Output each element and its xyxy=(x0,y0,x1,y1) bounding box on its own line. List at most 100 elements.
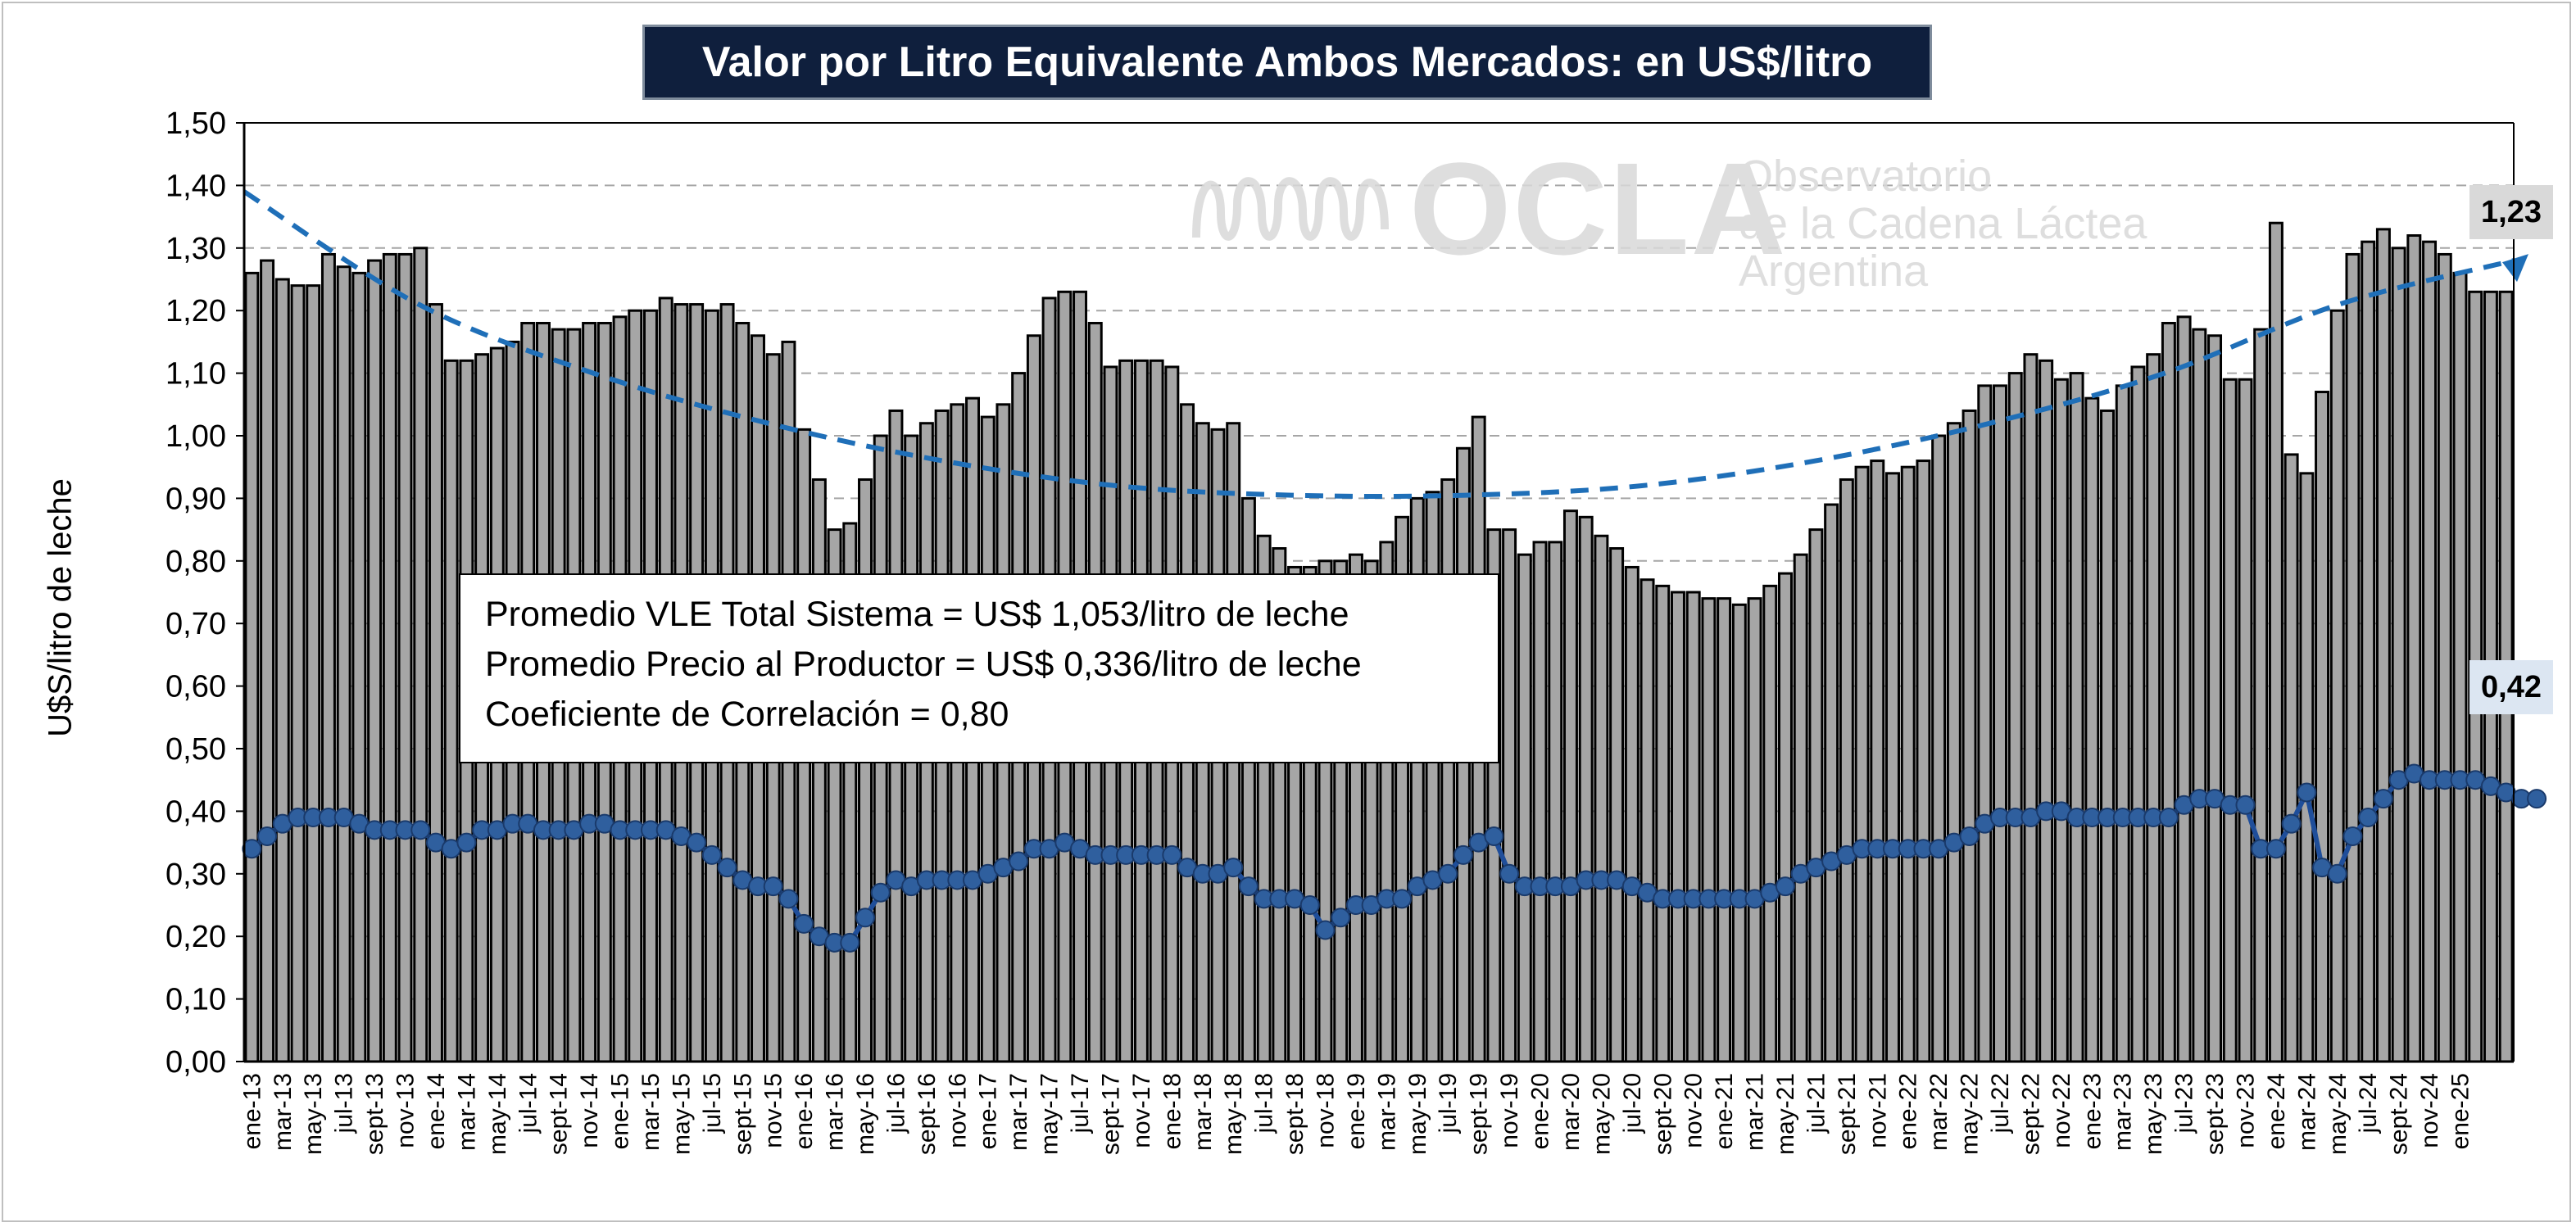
vle-bar xyxy=(367,259,383,1063)
producer-price-point xyxy=(855,908,876,928)
y-tick-label: 0,00 xyxy=(166,1045,226,1080)
vle-bar xyxy=(1946,422,1961,1063)
vle-bar xyxy=(1824,503,1839,1063)
ocla-logo-icon xyxy=(1192,177,1389,241)
vle-bar xyxy=(1502,528,1517,1063)
vle-bar xyxy=(2299,472,2315,1063)
x-tick-label: nov-24 xyxy=(2416,1073,2443,1148)
x-tick-label: ene-13 xyxy=(238,1073,265,1149)
vle-bar xyxy=(2238,378,2253,1063)
x-tick-label: may-15 xyxy=(668,1073,695,1155)
x-tick-label: mar-18 xyxy=(1190,1073,1217,1151)
x-tick-label: nov-21 xyxy=(1864,1073,1891,1148)
x-tick-label: mar-16 xyxy=(822,1073,849,1151)
vle-bar xyxy=(2084,396,2100,1063)
x-tick-label: jul-21 xyxy=(1803,1073,1830,1134)
vle-bar xyxy=(2039,359,2054,1063)
x-tick-label: jul-23 xyxy=(2171,1073,2198,1134)
vle-bar xyxy=(2130,365,2146,1063)
y-tick-label: 0,70 xyxy=(166,607,226,641)
vle-bar xyxy=(1731,603,1747,1063)
stats-line-vle: Promedio VLE Total Sistema = US$ 1,053/l… xyxy=(485,595,1349,634)
producer-price-point xyxy=(1223,858,1244,878)
y-tick-label: 0,10 xyxy=(166,983,226,1017)
y-tick-label: 1,40 xyxy=(166,169,226,203)
vle-bar xyxy=(2253,328,2269,1063)
x-tick-label: mar-21 xyxy=(1742,1073,1769,1151)
producer-price-point xyxy=(2235,795,2256,815)
producer-price-point xyxy=(1331,908,1351,928)
stats-box: Promedio VLE Total Sistema = US$ 1,053/l… xyxy=(459,573,1499,763)
vle-bar xyxy=(1609,547,1625,1063)
producer-price-point xyxy=(1775,876,1795,897)
x-tick-label: ene-18 xyxy=(1159,1073,1186,1149)
x-tick-label: mar-13 xyxy=(270,1073,297,1151)
x-tick-label: may-16 xyxy=(852,1073,879,1155)
stats-line-correlation: Coeficiente de Correlación = 0,80 xyxy=(485,695,1009,734)
vle-bar xyxy=(397,252,413,1063)
x-tick-label: jul-15 xyxy=(699,1073,726,1134)
x-tick-label: jul-20 xyxy=(1619,1073,1646,1134)
x-tick-label: sept-15 xyxy=(729,1073,756,1155)
vle-bar xyxy=(2053,378,2069,1063)
vle-bar xyxy=(2268,221,2283,1063)
x-tick-label: ene-23 xyxy=(2079,1073,2106,1149)
producer-price-point xyxy=(794,913,814,934)
x-tick-label: mar-20 xyxy=(1558,1073,1585,1151)
producer-price-point xyxy=(870,882,891,903)
vle-bar xyxy=(320,252,336,1063)
vle-bar xyxy=(2176,315,2192,1063)
producer-price-point xyxy=(2327,863,2347,884)
x-tick-label: sept-23 xyxy=(2202,1073,2229,1155)
x-tick-label: mar-23 xyxy=(2110,1073,2137,1151)
y-tick-label: 0,20 xyxy=(166,920,226,954)
x-tick-label: ene-16 xyxy=(791,1073,818,1149)
x-tick-label: nov-13 xyxy=(392,1073,420,1148)
vle-bar xyxy=(2023,353,2039,1063)
x-tick-label: jul-22 xyxy=(1987,1073,2014,1134)
vle-bar xyxy=(1916,460,1931,1063)
vle-bar xyxy=(2100,409,2116,1063)
producer-price-point xyxy=(717,858,737,878)
x-tick-label: nov-18 xyxy=(1312,1073,1339,1148)
vle-bar xyxy=(1793,553,1808,1063)
x-tick-label: sept-22 xyxy=(2017,1073,2044,1155)
y-tick-label: 0,30 xyxy=(166,858,226,892)
x-tick-label: nov-23 xyxy=(2232,1073,2259,1148)
producer-price-point xyxy=(2297,782,2317,803)
vle-bar xyxy=(811,478,827,1063)
vle-bar xyxy=(1701,597,1717,1063)
vle-bar xyxy=(2406,234,2422,1063)
x-tick-label: nov-15 xyxy=(760,1073,787,1148)
producer-price-point xyxy=(242,839,262,859)
vle-bar xyxy=(1961,409,1977,1063)
y-tick-label: 1,30 xyxy=(166,232,226,266)
x-tick-label: sept-14 xyxy=(546,1073,573,1155)
producer-price-point xyxy=(2342,826,2363,846)
x-tick-label: jul-19 xyxy=(1435,1073,1462,1134)
x-tick-label: may-17 xyxy=(1036,1073,1064,1155)
y-tick-label: 1,50 xyxy=(166,106,226,141)
vle-bar xyxy=(1717,597,1732,1063)
x-tick-label: nov-22 xyxy=(2048,1073,2075,1148)
x-tick-label: may-24 xyxy=(2324,1073,2352,1155)
vle-bar xyxy=(428,303,443,1063)
vle-bar xyxy=(2422,240,2438,1063)
producer-price-point xyxy=(840,932,860,953)
vle-bar xyxy=(1931,434,1947,1063)
producer-price-point xyxy=(2158,808,2179,828)
x-tick-label: ene-20 xyxy=(1527,1073,1554,1149)
x-tick-label: may-21 xyxy=(1772,1073,1799,1155)
vle-last-value-callout: 1,23 xyxy=(2469,185,2553,239)
x-tick-label: sept-18 xyxy=(1281,1073,1308,1155)
x-tick-label: may-22 xyxy=(1957,1073,1984,1155)
x-tick-label: ene-14 xyxy=(423,1073,450,1149)
x-tick-label: sept-16 xyxy=(914,1073,941,1155)
producer-price-point xyxy=(1453,844,1473,865)
vle-bar xyxy=(1578,515,1594,1063)
vle-bar xyxy=(2391,247,2406,1063)
x-tick-label: sept-19 xyxy=(1466,1073,1493,1155)
x-tick-label: may-20 xyxy=(1588,1073,1615,1155)
producer-price-point xyxy=(2373,789,2393,809)
x-tick-label: mar-22 xyxy=(1925,1073,1952,1151)
